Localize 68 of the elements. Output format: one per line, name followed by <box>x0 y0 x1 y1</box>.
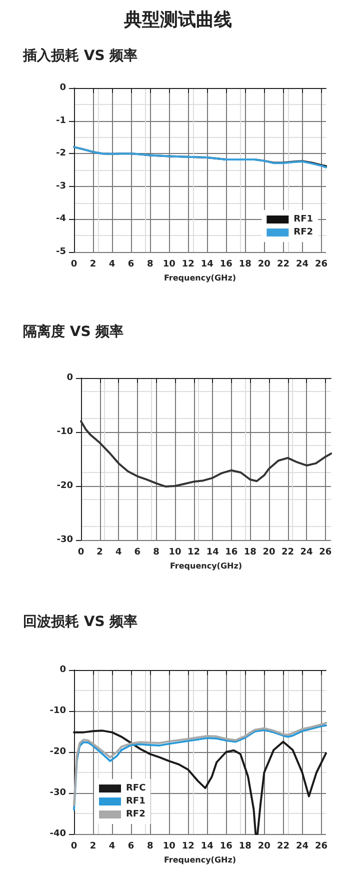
legend-label: RF2 <box>126 810 146 820</box>
x-axis-title: Frequency(GHz) <box>164 855 236 864</box>
x-tick-label: 26 <box>319 548 332 558</box>
y-tick-label: 0 <box>60 83 66 93</box>
y-tick-label: -20 <box>50 747 66 757</box>
legend-label: RF2 <box>294 228 314 238</box>
legend-label: RF1 <box>294 214 314 224</box>
x-tick-label: 14 <box>200 260 214 270</box>
y-tick-label: -1 <box>56 116 66 126</box>
x-tick-label: 8 <box>146 260 154 270</box>
x-tick-label: 8 <box>146 842 154 852</box>
y-tick-label: -40 <box>50 829 66 839</box>
x-tick-label: 18 <box>244 548 256 558</box>
x-tick-label: 20 <box>258 842 270 852</box>
y-tick-label: -30 <box>56 535 73 545</box>
x-tick-label: 18 <box>238 260 252 270</box>
x-tick-label: 26 <box>314 260 328 270</box>
y-tick-label: 0 <box>60 665 66 675</box>
x-tick-label: 6 <box>134 548 141 558</box>
x-tick-label: 22 <box>276 260 290 270</box>
y-tick-label: -2 <box>56 148 66 159</box>
legend-label: RFC <box>126 784 146 794</box>
y-tick-label: -20 <box>56 481 73 491</box>
y-tick-label: -10 <box>56 427 73 437</box>
x-axis-title: Frequency(GHz) <box>164 273 236 282</box>
x-tick-label: 6 <box>128 260 134 270</box>
x-tick-label: 12 <box>188 548 200 558</box>
chart-title: 典型测试曲线 <box>123 10 232 30</box>
chart-subtitle: 插入损耗 VS 频率 <box>22 47 138 64</box>
x-tick-label: 24 <box>296 842 308 852</box>
x-tick-label: 22 <box>282 548 294 558</box>
x-tick-label: 6 <box>128 842 134 852</box>
x-tick-label: 18 <box>238 842 252 852</box>
y-tick-label: 0 <box>66 373 73 383</box>
x-tick-label: 4 <box>108 260 116 270</box>
y-tick-label: -3 <box>56 181 66 192</box>
x-tick-label: 26 <box>314 842 328 852</box>
y-tick-label: -5 <box>56 247 66 257</box>
x-tick-label: 10 <box>162 842 176 852</box>
x-tick-label: 24 <box>296 260 308 270</box>
x-tick-label: 2 <box>90 260 96 270</box>
y-tick-label: -30 <box>50 788 66 798</box>
x-axis-title: Frequency(GHz) <box>170 561 242 570</box>
x-tick-label: 4 <box>108 842 116 852</box>
chart-title: 隔离度 VS 频率 <box>23 323 124 340</box>
x-tick-label: 12 <box>182 842 194 852</box>
x-tick-label: 16 <box>220 260 232 270</box>
x-tick-label: 12 <box>182 260 194 270</box>
x-tick-label: 22 <box>276 842 290 852</box>
x-tick-label: 10 <box>168 548 182 558</box>
x-tick-label: 2 <box>96 548 103 558</box>
y-tick-label: -10 <box>50 706 66 716</box>
x-tick-label: 0 <box>78 548 84 558</box>
legend-label: RF1 <box>126 796 146 806</box>
y-tick-label: -4 <box>56 214 66 224</box>
x-tick-label: 20 <box>262 548 276 558</box>
x-tick-label: 4 <box>115 548 122 558</box>
x-tick-label: 14 <box>200 842 214 852</box>
x-tick-label: 16 <box>225 548 238 558</box>
chart-title: 回波损耗 VS 频率 <box>23 613 138 630</box>
line-series <box>80 420 332 488</box>
x-tick-label: 10 <box>162 260 176 270</box>
x-tick-label: 24 <box>300 548 313 558</box>
x-tick-label: 8 <box>153 548 160 558</box>
x-tick-label: 14 <box>206 548 219 558</box>
x-tick-label: 20 <box>258 260 270 270</box>
x-tick-label: 2 <box>90 842 96 852</box>
x-tick-label: 16 <box>220 842 232 852</box>
